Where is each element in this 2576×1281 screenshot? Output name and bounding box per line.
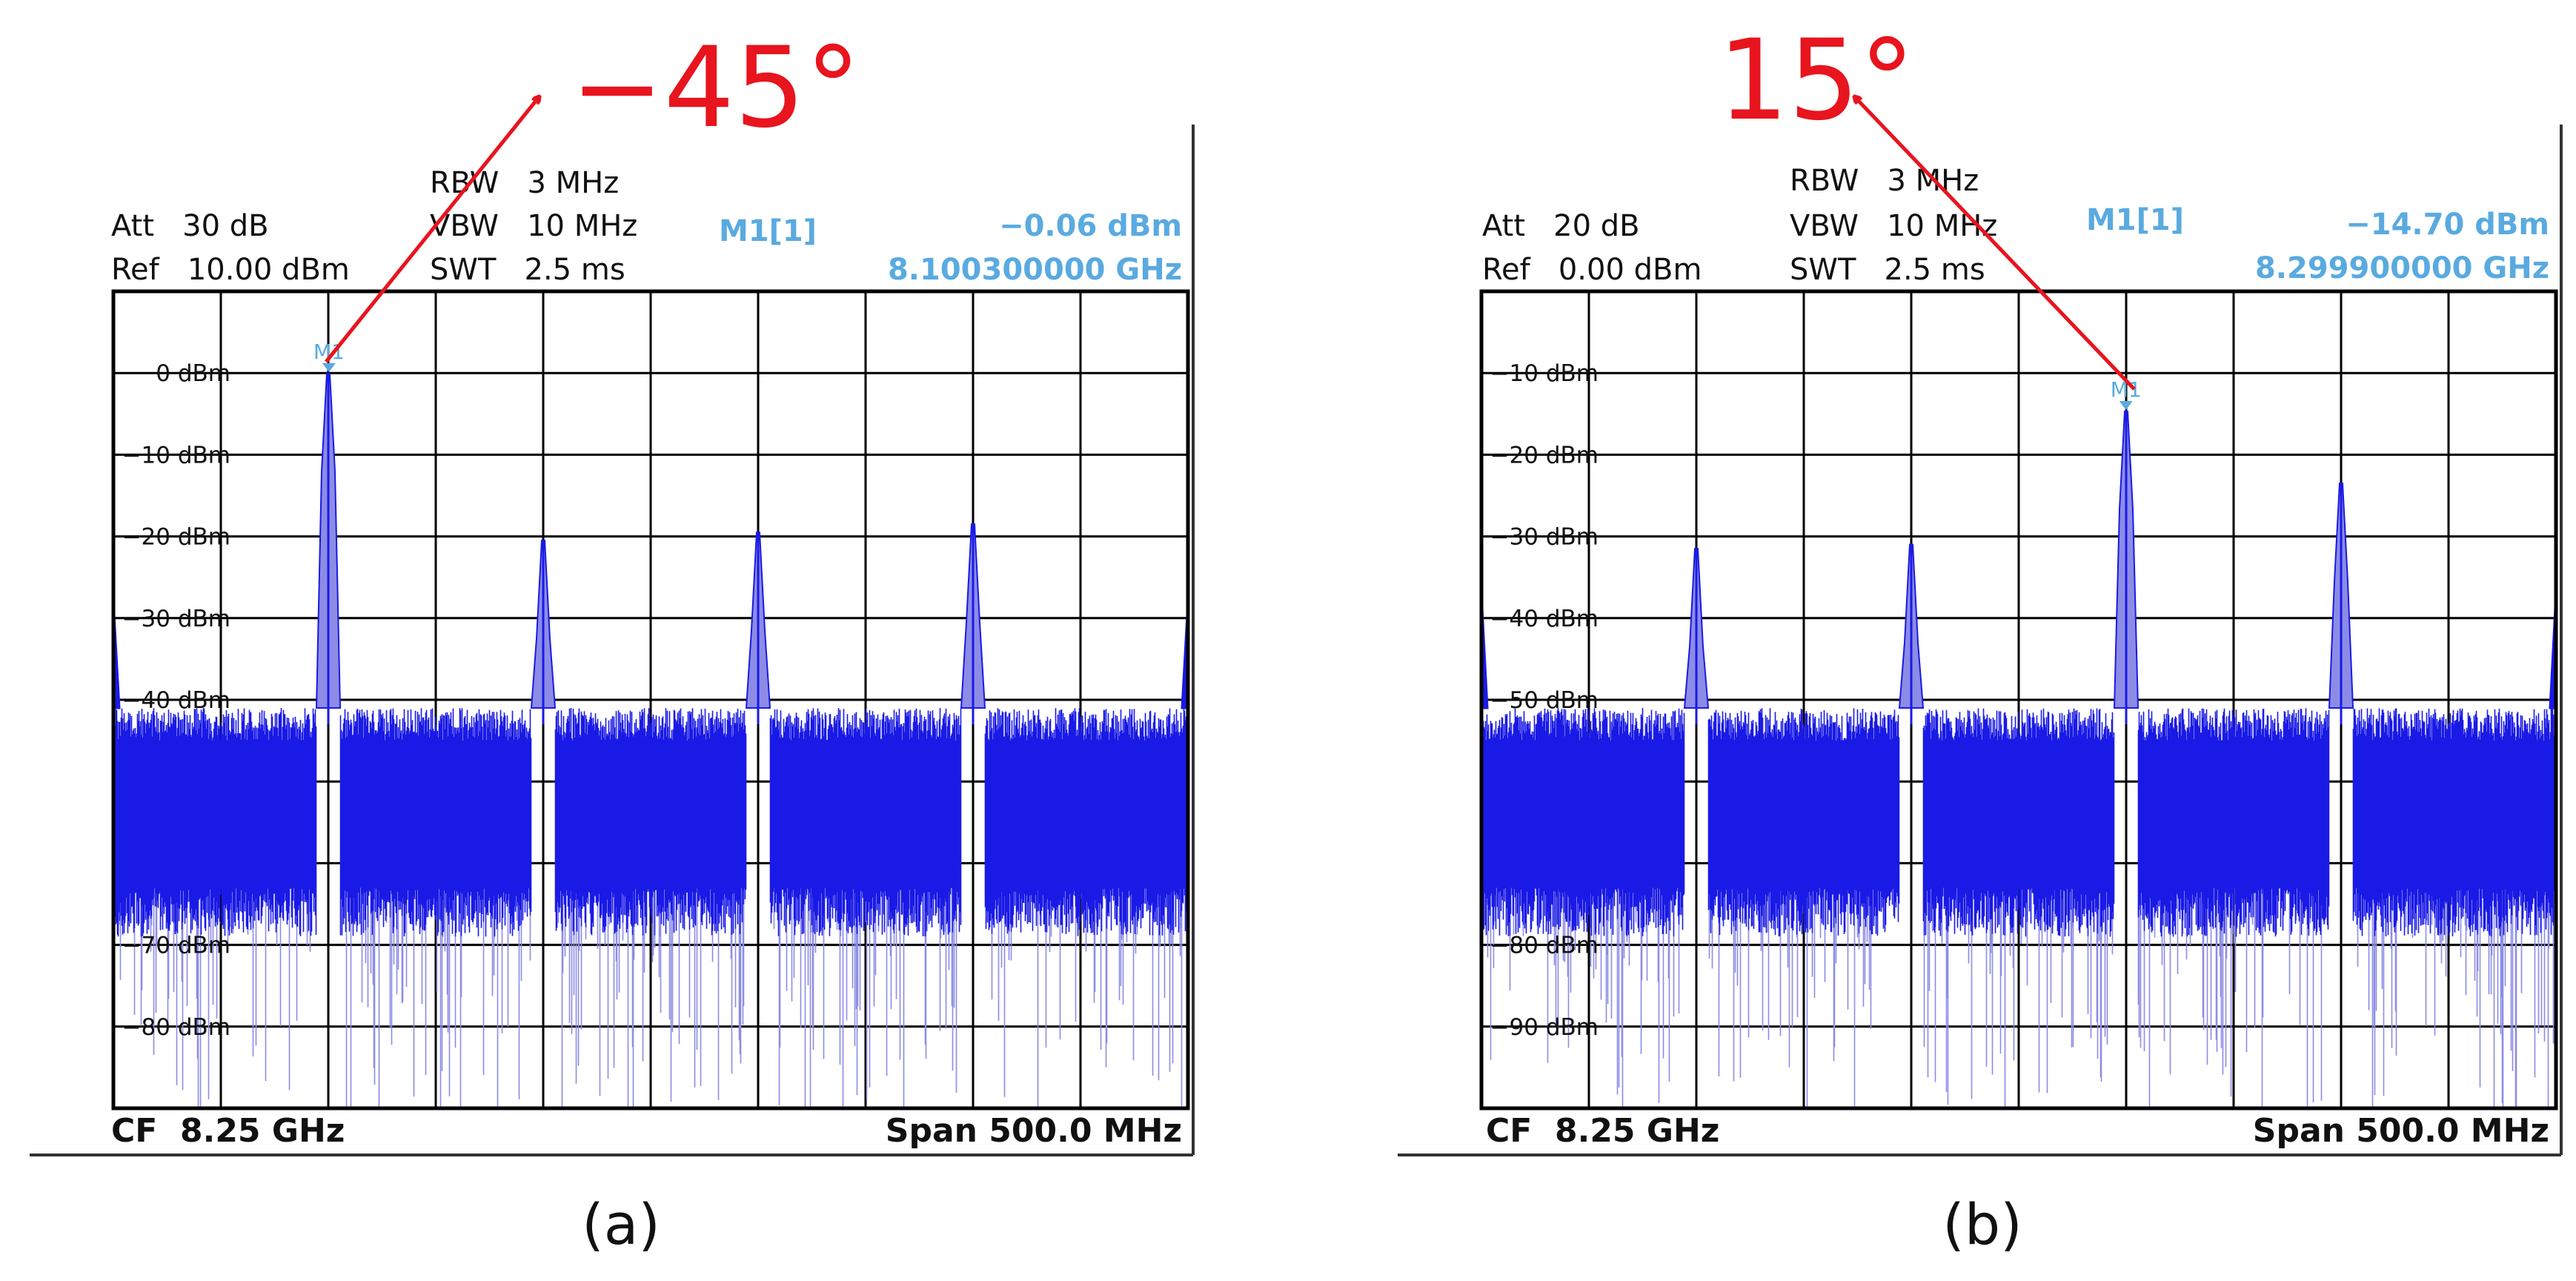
marker-name: M1[1] xyxy=(719,214,817,248)
att-label: Att 30 dB xyxy=(111,209,269,243)
y-tick-label: −20 dBm xyxy=(122,524,230,551)
y-tick-label: −70 dBm xyxy=(122,933,230,959)
span-label: Span 500.0 MHz xyxy=(2253,1112,2549,1150)
y-tick-label: −50 dBm xyxy=(1490,687,1599,714)
y-tick-label: −80 dBm xyxy=(1490,933,1599,959)
swt-label: SWT 2.5 ms xyxy=(1790,253,1985,287)
span-label: Span 500.0 MHz xyxy=(886,1112,1182,1150)
noise-floor xyxy=(113,708,1188,937)
marker-frequency: 8.299900000 GHz xyxy=(2255,251,2549,285)
swt-label: SWT 2.5 ms xyxy=(430,253,625,287)
marker-triangle xyxy=(2119,400,2133,410)
angle-arrow xyxy=(325,96,540,363)
y-tick-label: −20 dBm xyxy=(1490,442,1599,469)
y-tick-label: −30 dBm xyxy=(122,606,230,632)
center-frequency: CF 8.25 GHz xyxy=(111,1112,345,1150)
noise-floor xyxy=(1481,708,2556,937)
ref-label: Ref 0.00 dBm xyxy=(1482,253,1702,287)
y-tick-label: −40 dBm xyxy=(1490,606,1599,632)
marker-frequency: 8.100300000 GHz xyxy=(888,253,1182,287)
vbw-label: VBW 10 MHz xyxy=(1790,209,1997,243)
y-axis-tick-labels: 0 dBm −10 dBm −20 dBm −30 dBm −40 dBm −70 dBm… xyxy=(122,360,230,1041)
marker-level: −0.06 dBm xyxy=(999,209,1182,243)
y-tick-label: −80 dBm xyxy=(122,1014,230,1041)
angle-arrow xyxy=(1854,96,2136,391)
marker-triangle xyxy=(322,363,336,372)
rbw-label: RBW 3 MHz xyxy=(1790,164,1979,198)
marker-level: −14.70 dBm xyxy=(2346,208,2549,242)
y-tick-label: −30 dBm xyxy=(1490,524,1599,551)
marker-name: M1[1] xyxy=(2086,203,2184,237)
y-tick-label: 0 dBm xyxy=(156,360,230,387)
center-frequency: CF 8.25 GHz xyxy=(1486,1112,1719,1150)
plot-border xyxy=(111,289,1190,1110)
spectrum-panel-a: Att 30 dB Ref 10.00 dBm RBW 3 MHz VBW 10… xyxy=(30,24,1195,1257)
y-axis-tick-labels: −10 dBm −20 dBm −30 dBm −40 dBm −50 dBm −80 d… xyxy=(1490,360,1599,1041)
att-label: Att 20 dB xyxy=(1482,209,1640,243)
y-tick-label: −90 dBm xyxy=(1490,1014,1599,1041)
angle-label: −45° xyxy=(571,24,861,153)
y-tick-label: −10 dBm xyxy=(122,442,230,469)
plot-border xyxy=(1479,289,2558,1110)
y-tick-label: −40 dBm xyxy=(122,687,230,714)
angle-label: 15° xyxy=(1718,16,1915,145)
panel-caption: (a) xyxy=(582,1191,660,1257)
panel-caption: (b) xyxy=(1942,1191,2022,1257)
y-tick-label: −10 dBm xyxy=(1490,360,1599,387)
ref-label: Ref 10.00 dBm xyxy=(111,253,350,287)
spectrum-panel-b: Att 20 dB Ref 0.00 dBm RBW 3 MHz VBW 10 … xyxy=(1398,16,2563,1257)
vbw-label: VBW 10 MHz xyxy=(430,209,637,243)
